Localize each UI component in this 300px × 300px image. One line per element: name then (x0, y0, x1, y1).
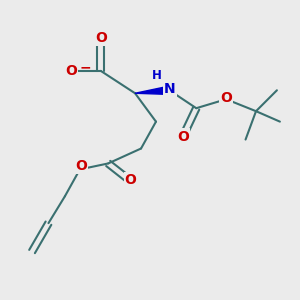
Text: H: H (152, 69, 162, 82)
Text: O: O (75, 159, 87, 173)
Text: N: N (164, 82, 176, 96)
Text: O: O (177, 130, 189, 144)
Text: O: O (95, 31, 107, 45)
Text: O: O (220, 91, 232, 105)
Text: −: − (80, 60, 92, 74)
Text: O: O (125, 173, 136, 187)
Polygon shape (135, 86, 170, 94)
Text: O: O (65, 64, 77, 78)
